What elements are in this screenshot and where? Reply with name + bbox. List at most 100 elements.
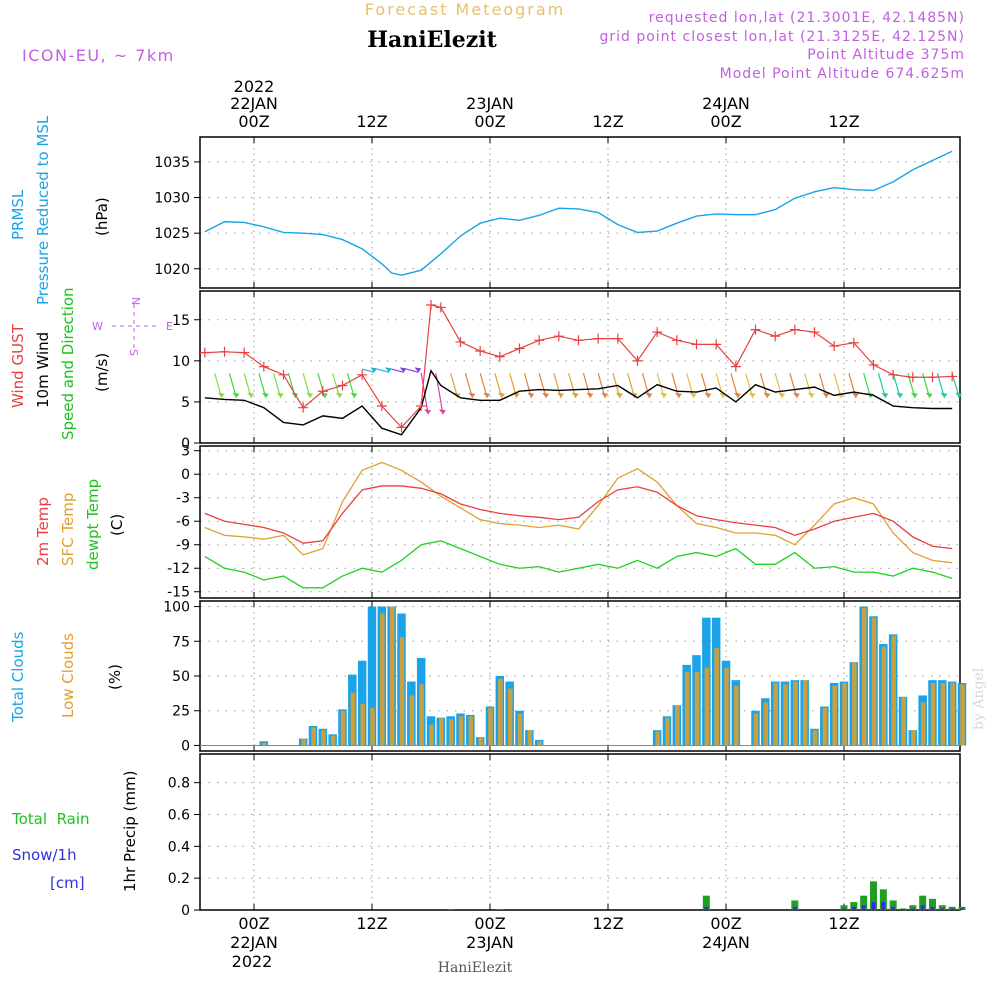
rain-bar	[860, 895, 868, 910]
prmsl-unit: (hPa)	[93, 197, 111, 236]
gust-marker	[750, 324, 761, 335]
wind-arrowhead	[748, 392, 756, 398]
wind-arrowhead	[468, 392, 476, 398]
low-cloud-bar	[439, 717, 444, 746]
low-cloud-bar	[370, 707, 375, 746]
gust-marker	[534, 335, 545, 346]
low-cloud-bar	[675, 705, 680, 746]
low-cloud-bar	[350, 692, 356, 746]
low-cloud-bar	[694, 671, 700, 746]
y-tick-label: 0	[181, 467, 190, 483]
panel-frame	[199, 290, 961, 444]
gust-marker	[435, 302, 446, 313]
snow-bar	[842, 908, 846, 910]
gust-marker	[416, 401, 427, 412]
wind-arrowhead	[851, 392, 859, 398]
low-cloud-bar	[802, 680, 808, 746]
low-cloud-bar	[360, 703, 365, 746]
watermark: by Angel	[971, 667, 987, 730]
top-date-label: 22JAN	[230, 94, 278, 113]
gust-marker	[612, 333, 623, 344]
y-tick-label: 5	[181, 395, 190, 411]
bottom-date-label: 22JAN	[230, 933, 278, 952]
t2m-line	[204, 485, 953, 550]
wind-arrowhead	[586, 392, 594, 398]
y-tick-label: 1035	[154, 155, 190, 171]
y-tick-label: 15	[172, 313, 190, 329]
gust-line	[204, 304, 953, 429]
wind-direction-arrow	[391, 368, 404, 373]
top-hour-label: 12Z	[828, 112, 859, 131]
wind-direction-arrow	[376, 368, 390, 373]
gust-marker	[298, 402, 309, 413]
low-cloud-bar	[488, 707, 493, 746]
wind-unit: (m/s)	[93, 353, 111, 392]
rain-bar	[791, 900, 799, 910]
wind-arrowhead	[940, 392, 948, 398]
low-cloud-bar	[429, 724, 434, 746]
bottom-hour-label: 12Z	[592, 914, 623, 933]
low-cloud-bar	[763, 702, 769, 746]
gust-marker	[573, 335, 584, 346]
snow-bar	[851, 906, 856, 910]
compass-n: N	[129, 297, 142, 305]
y-tick-label: 3	[181, 444, 190, 460]
snow-bar	[704, 906, 709, 910]
wind-arrowhead	[414, 367, 422, 373]
gust-marker	[632, 355, 643, 366]
wind-arrowhead	[881, 392, 889, 398]
compass-e: E	[166, 320, 173, 333]
bottom-hour-label: 00Z	[474, 914, 505, 933]
snow-bar	[950, 908, 955, 910]
gust-marker	[455, 336, 466, 347]
wind-arrowhead	[306, 392, 314, 398]
low-cloud-bar	[812, 730, 818, 746]
gust-marker	[317, 386, 328, 397]
top-hour-label: 00Z	[710, 112, 741, 131]
rain-bar	[929, 898, 936, 910]
gust-marker	[219, 346, 230, 357]
clouds-unit: (%)	[106, 664, 124, 690]
gust-marker	[829, 341, 840, 352]
snow-unit: [cm]	[50, 874, 85, 892]
wind-arrowhead	[247, 392, 255, 398]
rain-bar	[840, 905, 848, 910]
low-cloud-bar	[753, 713, 759, 746]
low-cloud-bar	[527, 730, 533, 746]
wind-arrowhead	[320, 392, 328, 398]
rain-bar	[850, 902, 858, 910]
rain-bar	[879, 889, 887, 910]
low-cloud-bar	[537, 741, 542, 746]
rain-bar	[938, 905, 946, 910]
gust-marker	[376, 401, 387, 412]
y-tick-label: -12	[167, 561, 190, 577]
gust-marker	[848, 337, 859, 348]
wind-direction-arrow	[406, 368, 419, 373]
wind-arrowhead	[497, 392, 505, 398]
panel-frame	[199, 445, 961, 599]
bottom-date-label: 23JAN	[466, 933, 514, 952]
low-cloud-bar	[498, 678, 503, 746]
gust-marker	[426, 299, 436, 310]
gust-marker	[553, 331, 564, 342]
bottom-hour-label: 12Z	[828, 914, 859, 933]
y-tick-label: 25	[172, 704, 190, 720]
y-tick-label: 0.2	[168, 871, 190, 887]
low-cloud-bar	[852, 662, 857, 746]
low-cloud-bar	[665, 717, 670, 746]
y-tick-label: 0	[181, 738, 190, 754]
low-cloud-bar	[517, 713, 523, 746]
gust-marker	[475, 345, 486, 356]
gust-marker	[770, 331, 781, 342]
wind-arrowhead	[925, 392, 933, 398]
temp-unit: (C)	[108, 514, 126, 536]
wind-arrowhead	[955, 392, 963, 398]
snow-bar	[960, 908, 964, 910]
low-cloud-bar	[861, 607, 867, 746]
y-tick-label: 0.6	[168, 807, 190, 823]
wind-arrowhead	[542, 392, 550, 398]
wind-arrowhead	[261, 392, 269, 398]
y-tick-label: -9	[176, 538, 190, 554]
y-tick-label: 1025	[154, 226, 190, 242]
